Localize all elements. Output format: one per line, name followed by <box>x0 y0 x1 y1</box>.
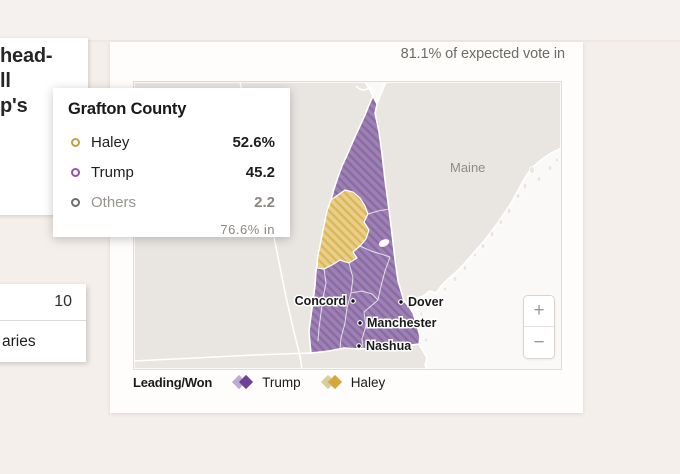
candidate-name: Trump <box>91 163 134 181</box>
tooltip-row-haley: Haley 52.6% <box>68 127 275 157</box>
city-concord: Concord <box>293 293 356 310</box>
table-value-cell: 10 <box>0 284 86 321</box>
grafton-county-haley[interactable] <box>316 189 370 270</box>
candidate-value: 45.2 <box>245 163 275 181</box>
tooltip-reporting-status: 76.6% in <box>220 222 275 237</box>
page-header-strip <box>0 0 680 40</box>
svg-text:Nashua: Nashua <box>366 339 412 353</box>
others-marker-icon <box>71 197 80 207</box>
headline-text-fragment: head- ll p's <box>0 45 53 117</box>
city-nashua: Nashua <box>356 338 414 355</box>
legend-entry-haley: Haley <box>320 374 386 390</box>
candidate-value: 52.6% <box>232 133 275 151</box>
zoom-out-button[interactable]: − <box>524 327 554 358</box>
legend-label-trump: Trump <box>262 374 301 390</box>
legend-entry-trump: Trump <box>232 374 301 390</box>
map-legend: Leading/Won Trump Haley <box>133 372 407 392</box>
candidate-name: Haley <box>91 133 130 151</box>
tooltip-county-title: Grafton County <box>68 100 187 118</box>
haley-diamond-icon <box>320 374 344 390</box>
trump-marker-icon <box>71 167 80 177</box>
lake-winnipesaukee <box>378 239 390 247</box>
legend-label-haley: Haley <box>350 374 386 390</box>
svg-text:Dover: Dover <box>408 295 444 309</box>
candidate-name: Others <box>91 193 137 211</box>
candidate-value: 2.2 <box>254 193 275 211</box>
legend-title: Leading/Won <box>133 374 213 390</box>
map-zoom-control: + − <box>523 295 555 359</box>
maine-label: Maine <box>450 160 485 175</box>
city-manchester: Manchester <box>357 315 438 332</box>
trump-diamond-icon <box>232 374 255 390</box>
left-table-fragment: 10 aries <box>0 284 86 362</box>
zoom-in-button[interactable]: + <box>524 296 554 327</box>
county-borders <box>317 208 391 350</box>
city-dover: Dover <box>398 294 445 311</box>
massachusetts-north-border <box>134 352 312 362</box>
svg-text:Concord: Concord <box>295 294 346 308</box>
coastal-islands <box>414 157 560 343</box>
expected-vote-status: 81.1% of expected vote in <box>400 46 565 62</box>
table-label-cell[interactable]: aries <box>2 333 36 350</box>
canada-border-squiggle <box>355 85 376 94</box>
tooltip-row-others: Others 2.2 <box>68 187 275 217</box>
svg-text:Manchester: Manchester <box>367 316 437 330</box>
haley-marker-icon <box>71 137 80 147</box>
tooltip-row-trump: Trump 45.2 <box>68 157 275 187</box>
county-tooltip: Grafton County Haley 52.6% Trump 45.2 Ot… <box>53 88 290 237</box>
